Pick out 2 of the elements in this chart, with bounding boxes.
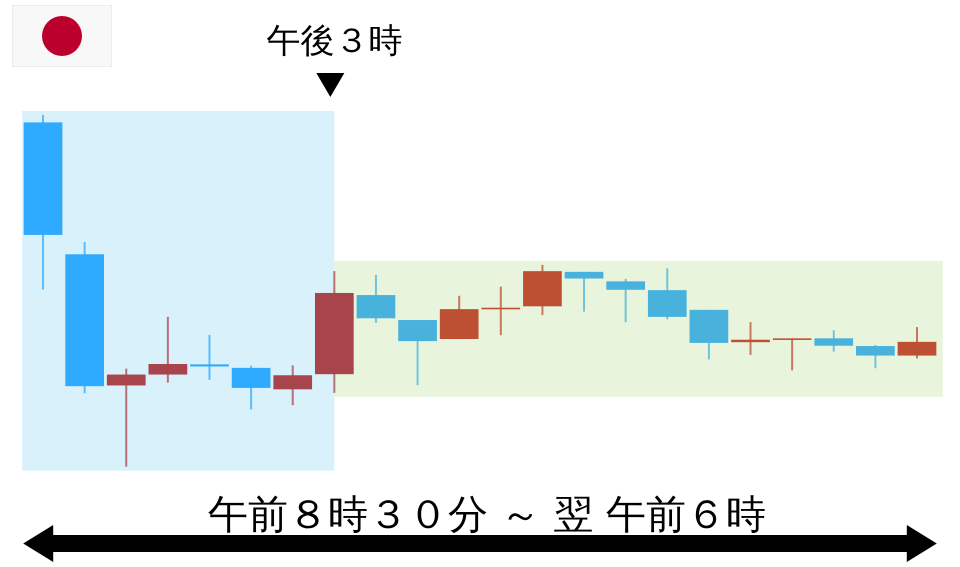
x-axis-title: 午前８時３０分 ～ 翌 午前６時 <box>208 492 766 538</box>
text: 午後３時 <box>266 21 402 61</box>
